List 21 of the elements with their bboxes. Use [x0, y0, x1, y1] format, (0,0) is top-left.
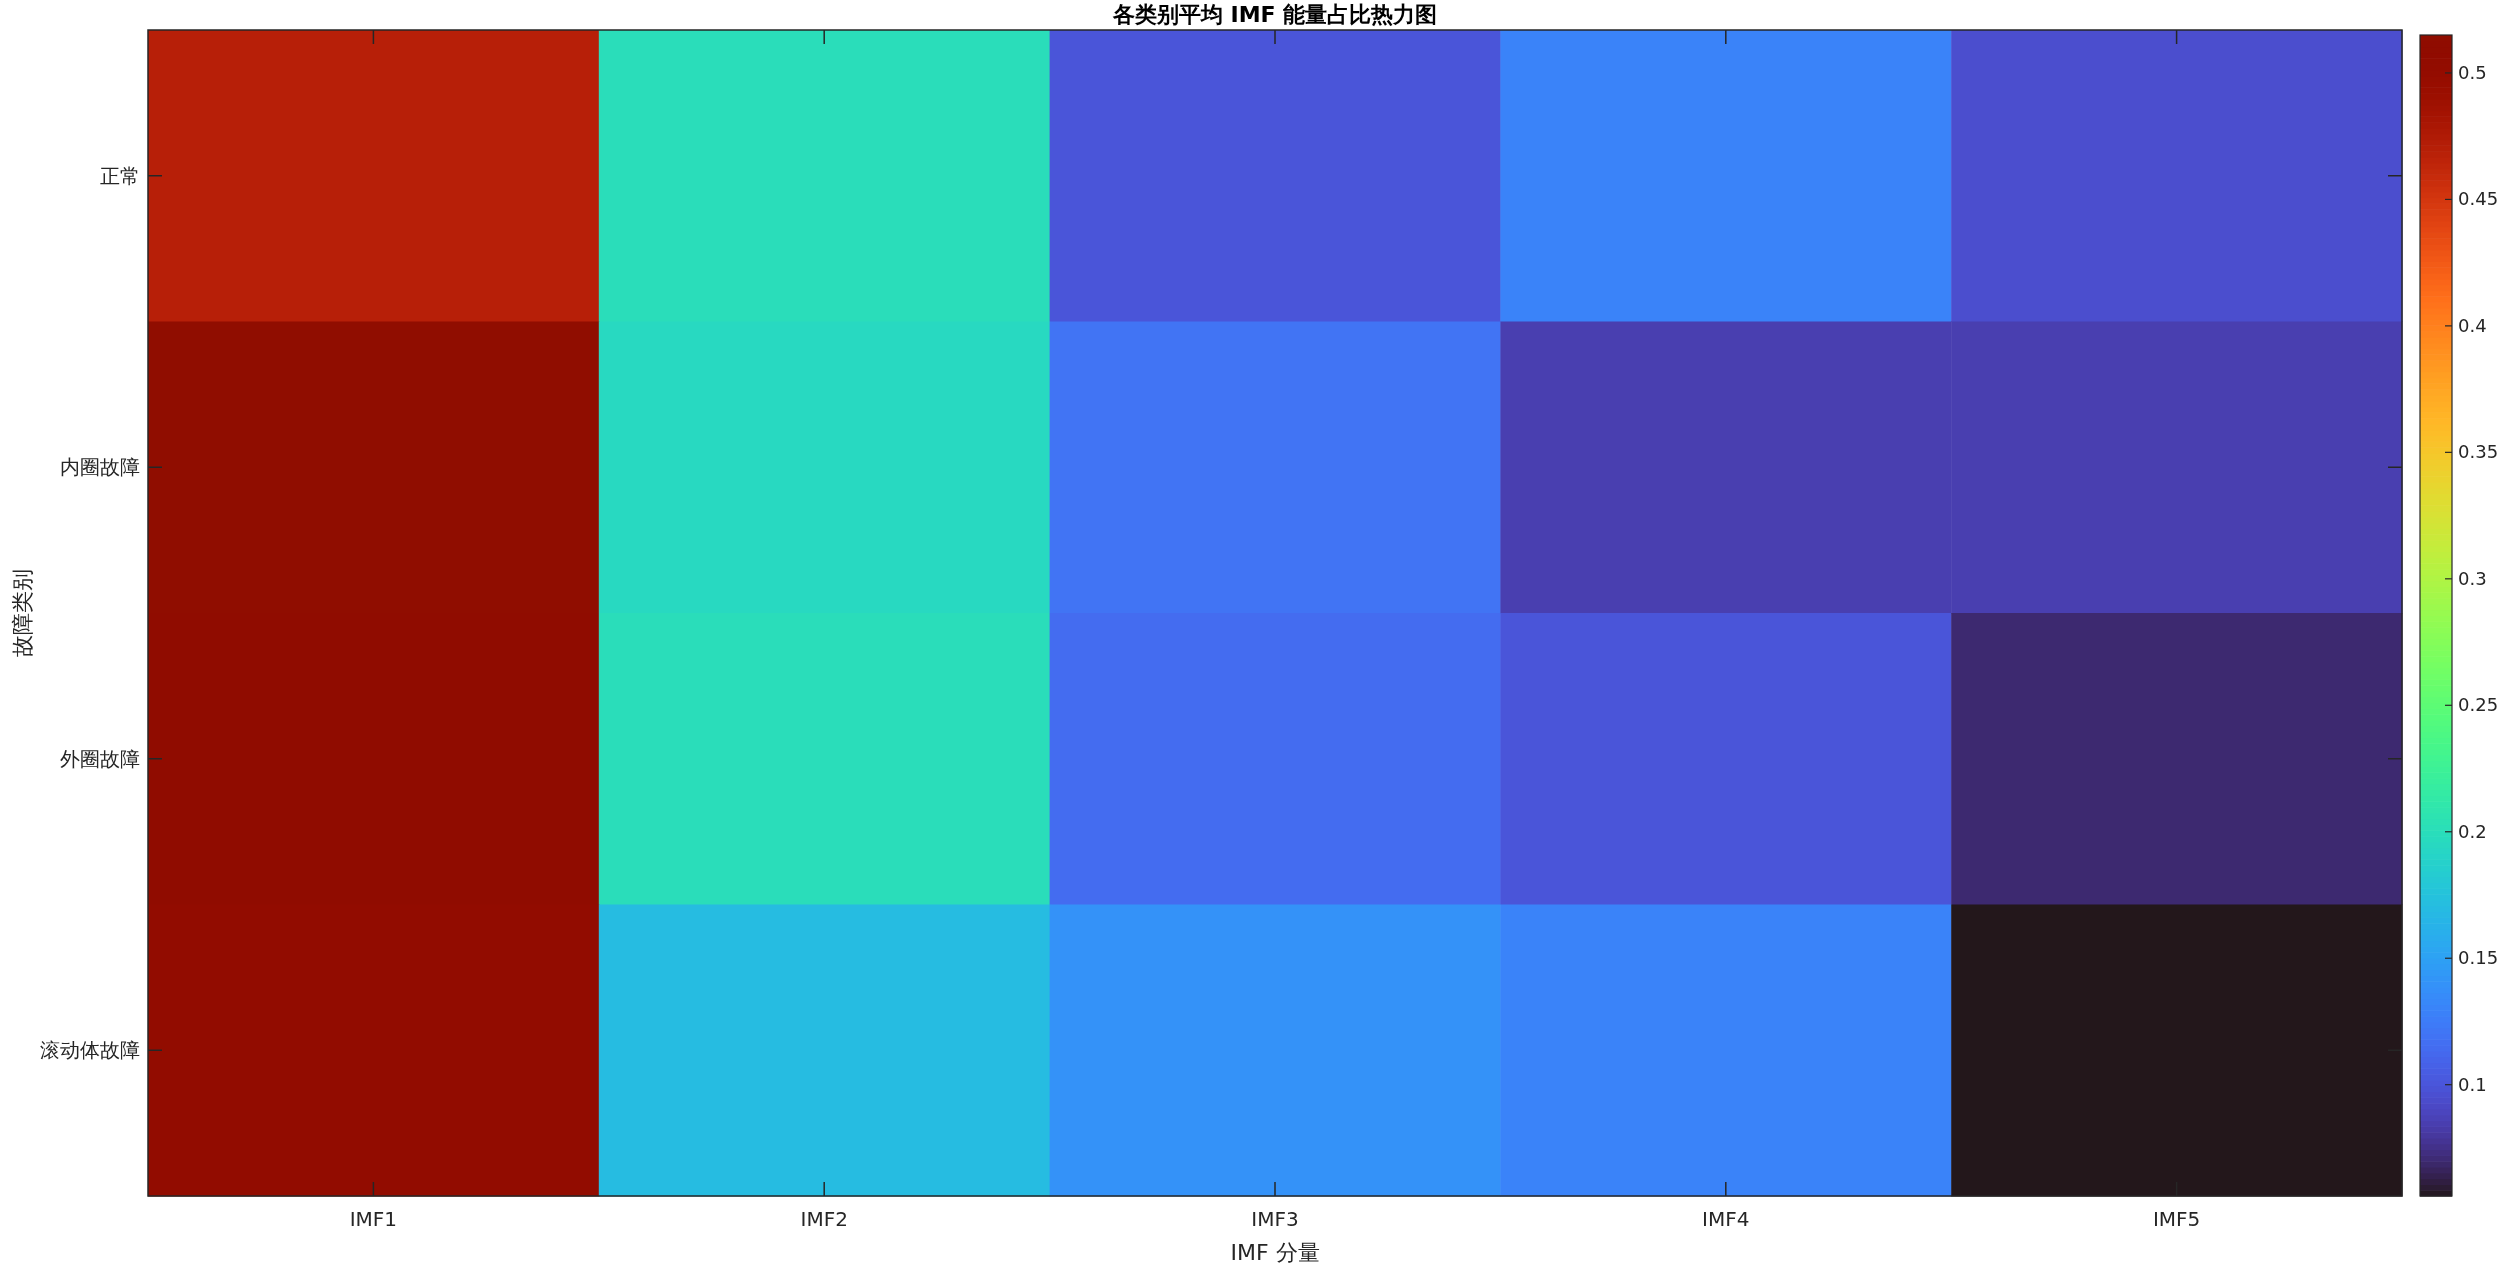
color-bar-label: 0.5 [2458, 61, 2487, 83]
color-bar-label: 0.15 [2458, 947, 2499, 969]
y-tick-label: 滚动体故障 [40, 1038, 140, 1063]
y-tick-label: 内圈故障 [60, 455, 140, 480]
x-axis-title: IMF 分量 [1230, 1240, 1320, 1265]
color-bar-label: 0.2 [2458, 820, 2487, 842]
x-tick-label: IMF1 [349, 1207, 398, 1231]
x-tick-label: IMF3 [1251, 1207, 1299, 1231]
color-bar-label: 0.25 [2458, 694, 2499, 716]
x-tick-label: IMF5 [2152, 1207, 2201, 1231]
y-tick-label: 正常 [100, 163, 140, 188]
color-bar-label: 0.3 [2458, 567, 2487, 589]
chart-title: 各类别平均 IMF 能量占比热力图 [1111, 2, 1438, 27]
color-bar-label: 0.1 [2458, 1073, 2487, 1095]
color-bar-label: 0.4 [2458, 314, 2487, 336]
color-bar-label: 0.35 [2458, 441, 2499, 463]
y-tick-label: 外圈故障 [60, 746, 140, 771]
x-tick-label: IMF4 [1702, 1207, 1750, 1231]
color-bar-label: 0.45 [2458, 188, 2499, 210]
x-tick-label: IMF2 [800, 1207, 848, 1231]
y-axis-title: 故障类别 [10, 569, 35, 657]
